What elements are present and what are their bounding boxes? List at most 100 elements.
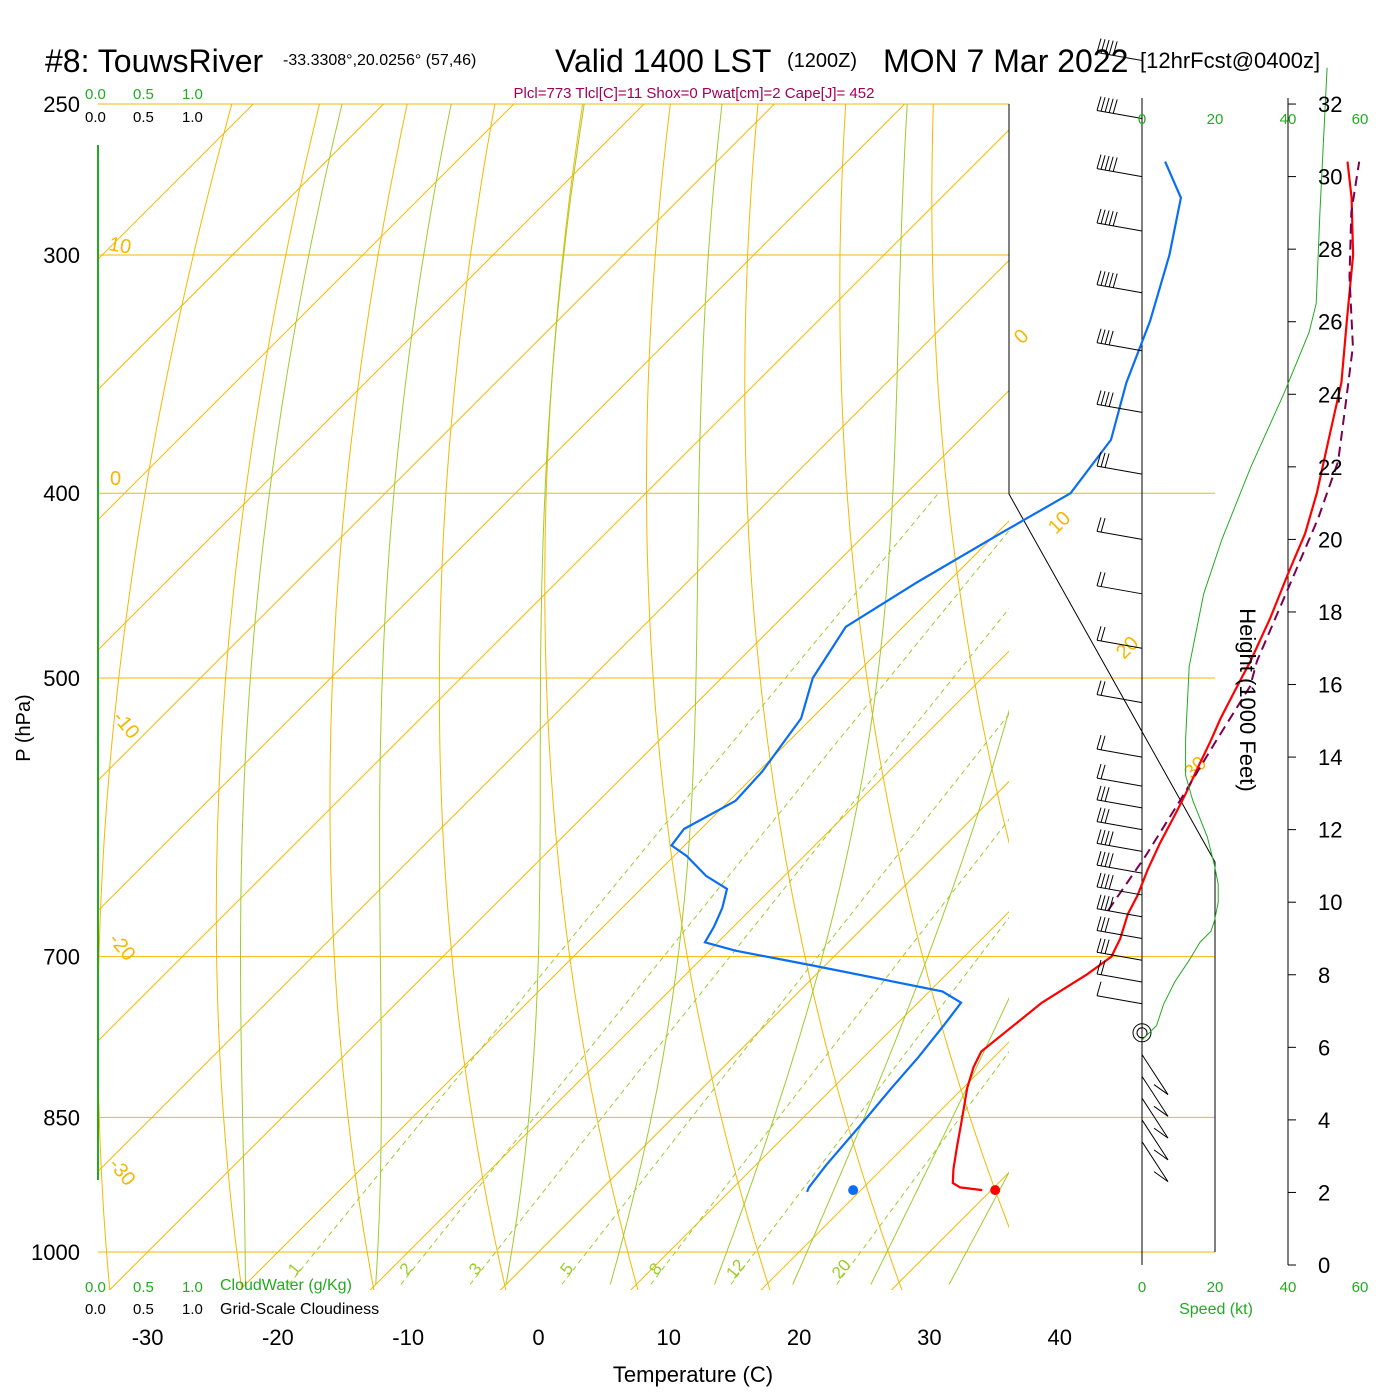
barb-feather bbox=[1096, 270, 1102, 285]
height-tick-label: 2 bbox=[1318, 1180, 1330, 1205]
barb-feather bbox=[1100, 572, 1106, 587]
barb-feather bbox=[1096, 938, 1102, 953]
isotherm-line bbox=[98, 104, 515, 521]
height-tick-label: 32 bbox=[1318, 92, 1342, 117]
barb-feather bbox=[1104, 787, 1110, 802]
barb-staff bbox=[1096, 52, 1143, 61]
height-tick-label: 6 bbox=[1318, 1035, 1330, 1060]
x-tick-label: 0 bbox=[532, 1325, 544, 1350]
wind-barb bbox=[1132, 1023, 1152, 1043]
barb-feather bbox=[1100, 391, 1106, 406]
dry-adiabat-label: 0 bbox=[110, 468, 121, 490]
barb-feather bbox=[1100, 735, 1106, 750]
cloudwater-scale-top-1: 0.5 bbox=[133, 86, 154, 103]
dry-adiabat-label: 10 bbox=[107, 233, 133, 259]
moist-adiabat-line bbox=[375, 104, 452, 1285]
barb-feather bbox=[1112, 99, 1118, 114]
wind-barb bbox=[1096, 571, 1143, 595]
pressure-tick-label: 500 bbox=[43, 666, 80, 691]
cloudiness-scale-bottom-2: 1.0 bbox=[182, 1301, 203, 1318]
x-tick-label: -20 bbox=[262, 1325, 294, 1350]
moist-adiabat-line bbox=[505, 104, 585, 1285]
barb-staff bbox=[1141, 1097, 1169, 1139]
barb-feather bbox=[1100, 808, 1106, 823]
cloudiness-scale-bottom-0: 0.0 bbox=[85, 1301, 106, 1318]
mixing-ratio-line bbox=[730, 916, 1009, 1285]
sounding-series bbox=[669, 161, 1361, 1196]
isotherm-line bbox=[239, 520, 1009, 1290]
barb-feather bbox=[1104, 896, 1110, 911]
cloudwater-scale-top-0: 0.0 bbox=[85, 86, 106, 103]
cloudiness-scale-top-2: 1.0 bbox=[182, 109, 203, 126]
wind-barb bbox=[1141, 1141, 1169, 1183]
forecast-label: [12hrFcst@0400z] bbox=[1140, 48, 1320, 73]
barb-feather bbox=[1108, 874, 1114, 890]
height-tick-label: 24 bbox=[1318, 382, 1342, 407]
barb-feather bbox=[1100, 209, 1106, 224]
mixing-ratio-label: 20 bbox=[828, 1256, 855, 1283]
barb-feather bbox=[1100, 517, 1106, 533]
wind-barb bbox=[1141, 1076, 1169, 1117]
speed-label: Speed (kt) bbox=[1179, 1301, 1253, 1318]
wind-barb bbox=[1096, 959, 1143, 983]
height-profile bbox=[1141, 67, 1328, 1041]
pressure-tick-label: 300 bbox=[43, 243, 80, 268]
speed-tick-bottom-3: 60 bbox=[1352, 1279, 1369, 1296]
wind-barb bbox=[1096, 894, 1143, 918]
barb-staff bbox=[1096, 886, 1143, 896]
barb-feather bbox=[1108, 156, 1114, 171]
isotherm-line bbox=[369, 650, 1009, 1290]
dry-adiabat-line bbox=[1368, 70, 1400, 1292]
barb-feather bbox=[1108, 272, 1114, 287]
wind-barb bbox=[1096, 390, 1143, 413]
barb-feather bbox=[1104, 39, 1110, 55]
series-temperature bbox=[951, 161, 1355, 1192]
axis-ticks: -30 -20 -10 0 10 20 30 400246810121416182022242… bbox=[132, 92, 1343, 1350]
barb-feather bbox=[1100, 960, 1106, 975]
barb-staff bbox=[1096, 951, 1143, 961]
barb-staff bbox=[1096, 929, 1143, 939]
dry-adiabat-line bbox=[1195, 70, 1400, 1292]
height-tick-label: 22 bbox=[1318, 455, 1342, 480]
wind-barb bbox=[1141, 1054, 1169, 1095]
barb-feather bbox=[1096, 96, 1102, 111]
barb-staff bbox=[1096, 995, 1143, 1005]
x-tick-label: -30 bbox=[132, 1325, 164, 1350]
barb-staff bbox=[1141, 1054, 1169, 1095]
barb-feather bbox=[1104, 210, 1110, 225]
barb-staff bbox=[1096, 639, 1143, 649]
pressure-tick-label: 850 bbox=[43, 1105, 80, 1130]
cloudwater-scale-top-2: 1.0 bbox=[182, 86, 203, 103]
x-tick-label: 40 bbox=[1047, 1325, 1071, 1350]
barb-staff bbox=[1096, 842, 1143, 852]
dry-adiabat-line bbox=[744, 104, 903, 1290]
pressure-tick-label: 1000 bbox=[31, 1240, 80, 1265]
barb-staff bbox=[1096, 284, 1143, 294]
barb-feather bbox=[1100, 873, 1106, 888]
height-tick-label: 30 bbox=[1318, 165, 1342, 190]
barb-feather bbox=[1096, 390, 1102, 405]
cloudwater-scale-bottom-0: 0.0 bbox=[85, 1279, 106, 1296]
cloudiness-scale-bottom-1: 0.5 bbox=[133, 1301, 154, 1318]
barb-staff bbox=[1096, 748, 1143, 758]
barb-feather bbox=[1096, 763, 1102, 779]
speed-tick-top-3: 60 bbox=[1352, 111, 1369, 128]
mixing-ratio-label: 1 bbox=[284, 1259, 305, 1278]
pressure-tick-label: 400 bbox=[43, 481, 80, 506]
barb-feather bbox=[1153, 1084, 1169, 1095]
dry-adiabat-label: 10 bbox=[1044, 507, 1075, 538]
cloudwater-scale-bottom-1: 0.5 bbox=[133, 1279, 154, 1296]
barb-feather bbox=[1104, 453, 1110, 468]
barb-feather bbox=[1096, 785, 1102, 801]
barb-feather bbox=[1153, 1127, 1169, 1139]
plot-frame bbox=[97, 98, 1289, 1265]
barb-staff bbox=[1141, 1141, 1169, 1182]
barb-feather bbox=[1108, 896, 1114, 912]
barb-feather bbox=[1112, 157, 1118, 172]
wind-barb bbox=[1096, 981, 1143, 1005]
dry-adiabat-label: 0 bbox=[1010, 325, 1033, 348]
barb-feather bbox=[1096, 829, 1102, 844]
mixing-ratio-lines bbox=[288, 492, 1009, 1285]
barb-feather bbox=[1104, 97, 1110, 113]
